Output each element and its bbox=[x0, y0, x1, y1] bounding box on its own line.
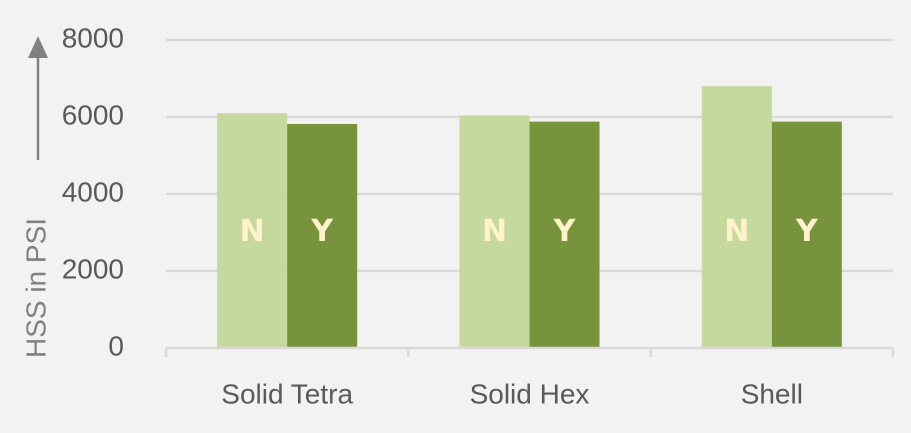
bar-n-solid-tetra bbox=[217, 113, 288, 349]
bar-series-label: N bbox=[482, 214, 507, 249]
bar-y-solid-tetra bbox=[287, 123, 358, 349]
x-axis bbox=[164, 346, 895, 357]
bar-y-shell bbox=[771, 121, 842, 349]
y-axis-title: HSS in PSI bbox=[20, 218, 51, 358]
y-axis-ticks: 0 2000 4000 6000 8000 bbox=[62, 22, 124, 361]
bars bbox=[217, 86, 842, 349]
y-tick-label: 2000 bbox=[62, 253, 124, 284]
y-tick-label: 0 bbox=[108, 330, 124, 361]
bar-series-label: Y bbox=[553, 214, 577, 249]
bar-series-label: N bbox=[240, 214, 265, 249]
x-tick-label: Solid Tetra bbox=[221, 378, 353, 409]
bar-series-label: N bbox=[724, 214, 749, 249]
y-tick-label: 8000 bbox=[62, 22, 124, 53]
x-tick-label: Solid Hex bbox=[470, 378, 590, 409]
bar-series-label: Y bbox=[310, 214, 334, 249]
bar-n-shell bbox=[701, 86, 772, 348]
x-tick-label: Shell bbox=[741, 378, 803, 409]
bar-n-solid-hex bbox=[459, 115, 530, 349]
y-tick-label: 4000 bbox=[62, 176, 124, 207]
y-axis-arrow-head bbox=[28, 36, 48, 58]
x-axis-ticks: Solid Tetra Solid Hex Shell bbox=[221, 378, 803, 409]
bar-series-label: Y bbox=[795, 214, 819, 249]
bar-y-solid-hex bbox=[529, 121, 600, 349]
y-tick-label: 6000 bbox=[62, 99, 124, 130]
y-axis-title-group: HSS in PSI bbox=[20, 36, 51, 358]
